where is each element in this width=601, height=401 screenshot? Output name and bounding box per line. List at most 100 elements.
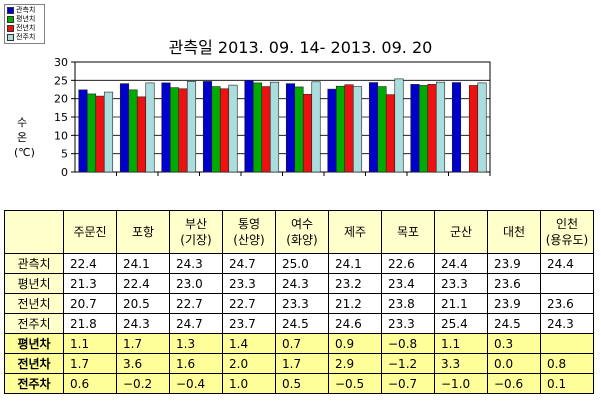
table-cell: 2.9 bbox=[328, 353, 382, 374]
legend-label: 평년치 bbox=[16, 15, 36, 23]
table-header-line: 여수 bbox=[290, 217, 314, 231]
table-cell: 23.6 bbox=[540, 293, 594, 314]
y-tick-label: 0 bbox=[61, 166, 68, 179]
bar bbox=[211, 86, 221, 173]
y-tick-label: 30 bbox=[54, 56, 68, 69]
chart-title: 관측일 2013. 09. 14- 2013. 09. 20 bbox=[168, 38, 433, 57]
table-header-line: 목포 bbox=[396, 225, 420, 239]
table-header-line: (기장) bbox=[180, 233, 212, 247]
table-cell: 23.3 bbox=[222, 273, 276, 294]
table-header-line: 포항 bbox=[131, 225, 155, 239]
bar bbox=[219, 88, 230, 173]
bar bbox=[86, 93, 97, 173]
bar bbox=[435, 81, 446, 173]
y-tick-label: 10 bbox=[54, 129, 68, 142]
table-header-cell: 인천 (용유도) bbox=[540, 210, 594, 254]
table-cell: 23.0 bbox=[169, 273, 223, 294]
table-header-line: 제주 bbox=[343, 225, 367, 239]
table-header-cell: 목포 bbox=[381, 210, 435, 254]
table-cell: 24.1 bbox=[116, 253, 170, 274]
bar bbox=[394, 78, 404, 173]
table-cell: 20.7 bbox=[63, 293, 117, 314]
bar bbox=[252, 82, 263, 173]
table-row-label: 평년차 bbox=[4, 333, 64, 354]
legend-item: 평년치 bbox=[6, 15, 44, 24]
table-cell bbox=[540, 273, 594, 294]
table-header-row: 주문진 포항 부산 (기장) 통영 (산양) 여수 (화양) 제주 목포 군산 대천 인천 (용유도) bbox=[4, 210, 594, 254]
bar bbox=[95, 95, 105, 173]
bar bbox=[302, 93, 313, 173]
bar bbox=[418, 85, 429, 173]
table-row: 전년차 1.7 3.6 1.6 2.0 1.7 2.9 −1.2 3.3 0.0 0.8 bbox=[4, 353, 594, 374]
table-cell: 24.5 bbox=[275, 313, 329, 334]
table-cell: 24.7 bbox=[169, 313, 223, 334]
table-row: 평년치 21.3 22.4 23.0 23.3 24.3 23.2 23.4 23.3 23.6 bbox=[4, 273, 594, 294]
table-header-line: (용유도) bbox=[545, 233, 589, 247]
table-cell: 1.7 bbox=[63, 353, 117, 374]
table-header-line: (산양) bbox=[233, 233, 265, 247]
table-cell: 1.0 bbox=[222, 373, 276, 394]
legend-label: 관측치 bbox=[16, 6, 36, 14]
table-row-label: 전주치 bbox=[4, 313, 64, 334]
bar bbox=[311, 81, 321, 173]
table-cell: −0.5 bbox=[328, 373, 382, 394]
table-cell: 22.7 bbox=[222, 293, 276, 314]
table-cell: 0.5 bbox=[275, 373, 329, 394]
table-header-cell: 포항 bbox=[116, 210, 170, 254]
table-cell: 1.3 bbox=[169, 333, 223, 354]
table-cell: 1.7 bbox=[275, 353, 329, 374]
table-cell: 3.6 bbox=[116, 353, 170, 374]
table-row-label: 전년차 bbox=[4, 353, 64, 374]
legend-swatch bbox=[7, 34, 14, 41]
legend-label: 전년치 bbox=[16, 24, 36, 32]
bar bbox=[136, 96, 147, 173]
table-row-label: 전주차 bbox=[4, 373, 64, 394]
bar bbox=[377, 86, 387, 173]
table-cell: 24.7 bbox=[222, 253, 276, 274]
table-header-line: 주문진 bbox=[73, 225, 107, 239]
table-header-line: 대천 bbox=[502, 225, 526, 239]
table-header-line: 통영 bbox=[237, 217, 261, 231]
bar bbox=[119, 83, 130, 173]
bar bbox=[228, 84, 238, 173]
table-cell: −1.2 bbox=[381, 353, 435, 374]
y-tick-label: 25 bbox=[54, 74, 68, 87]
bar bbox=[451, 82, 462, 173]
bar bbox=[352, 86, 363, 173]
bar bbox=[128, 89, 138, 173]
data-table: 주문진 포항 부산 (기장) 통영 (산양) 여수 (화양) 제주 목포 군산 대천 인천 (용유도) 관측… bbox=[4, 210, 594, 394]
table-cell: 24.3 bbox=[540, 313, 594, 334]
table-cell: −0.6 bbox=[487, 373, 541, 394]
legend-swatch bbox=[7, 25, 14, 32]
bar bbox=[294, 86, 304, 173]
table-cell: 0.8 bbox=[540, 353, 594, 374]
table-cell: 3.3 bbox=[434, 353, 488, 374]
table-cell: 23.9 bbox=[487, 293, 541, 314]
table-cell: 0.9 bbox=[328, 333, 382, 354]
bar bbox=[368, 82, 379, 173]
table-cell: 23.7 bbox=[222, 313, 276, 334]
table-cell: 24.3 bbox=[169, 253, 223, 274]
table-cell bbox=[540, 333, 594, 354]
table-row-label: 평년치 bbox=[4, 273, 64, 294]
y-axis-label-line: 온 bbox=[16, 131, 28, 144]
legend-label: 전주치 bbox=[16, 33, 36, 41]
table-header-line: (화양) bbox=[286, 233, 318, 247]
table-header-cell: 여수 (화양) bbox=[275, 210, 329, 254]
table-header-cell: 부산 (기장) bbox=[169, 210, 223, 254]
table-cell: 23.3 bbox=[275, 293, 329, 314]
bar bbox=[410, 84, 420, 173]
table-row: 전년치 20.7 20.5 22.7 22.7 23.3 21.2 23.8 21.1 23.9 2… bbox=[4, 293, 594, 314]
table-cell: 2.0 bbox=[222, 353, 276, 374]
bar bbox=[285, 83, 296, 173]
table-cell: 25.0 bbox=[275, 253, 329, 274]
table-cell: 22.7 bbox=[169, 293, 223, 314]
legend-swatch bbox=[7, 16, 14, 23]
y-tick-label: 15 bbox=[54, 111, 68, 124]
table-cell: 22.4 bbox=[63, 253, 117, 274]
bar bbox=[244, 80, 254, 173]
table-cell: 1.6 bbox=[169, 353, 223, 374]
bar bbox=[161, 82, 171, 173]
bar bbox=[145, 82, 155, 173]
table-header-cell: 제주 bbox=[328, 210, 382, 254]
